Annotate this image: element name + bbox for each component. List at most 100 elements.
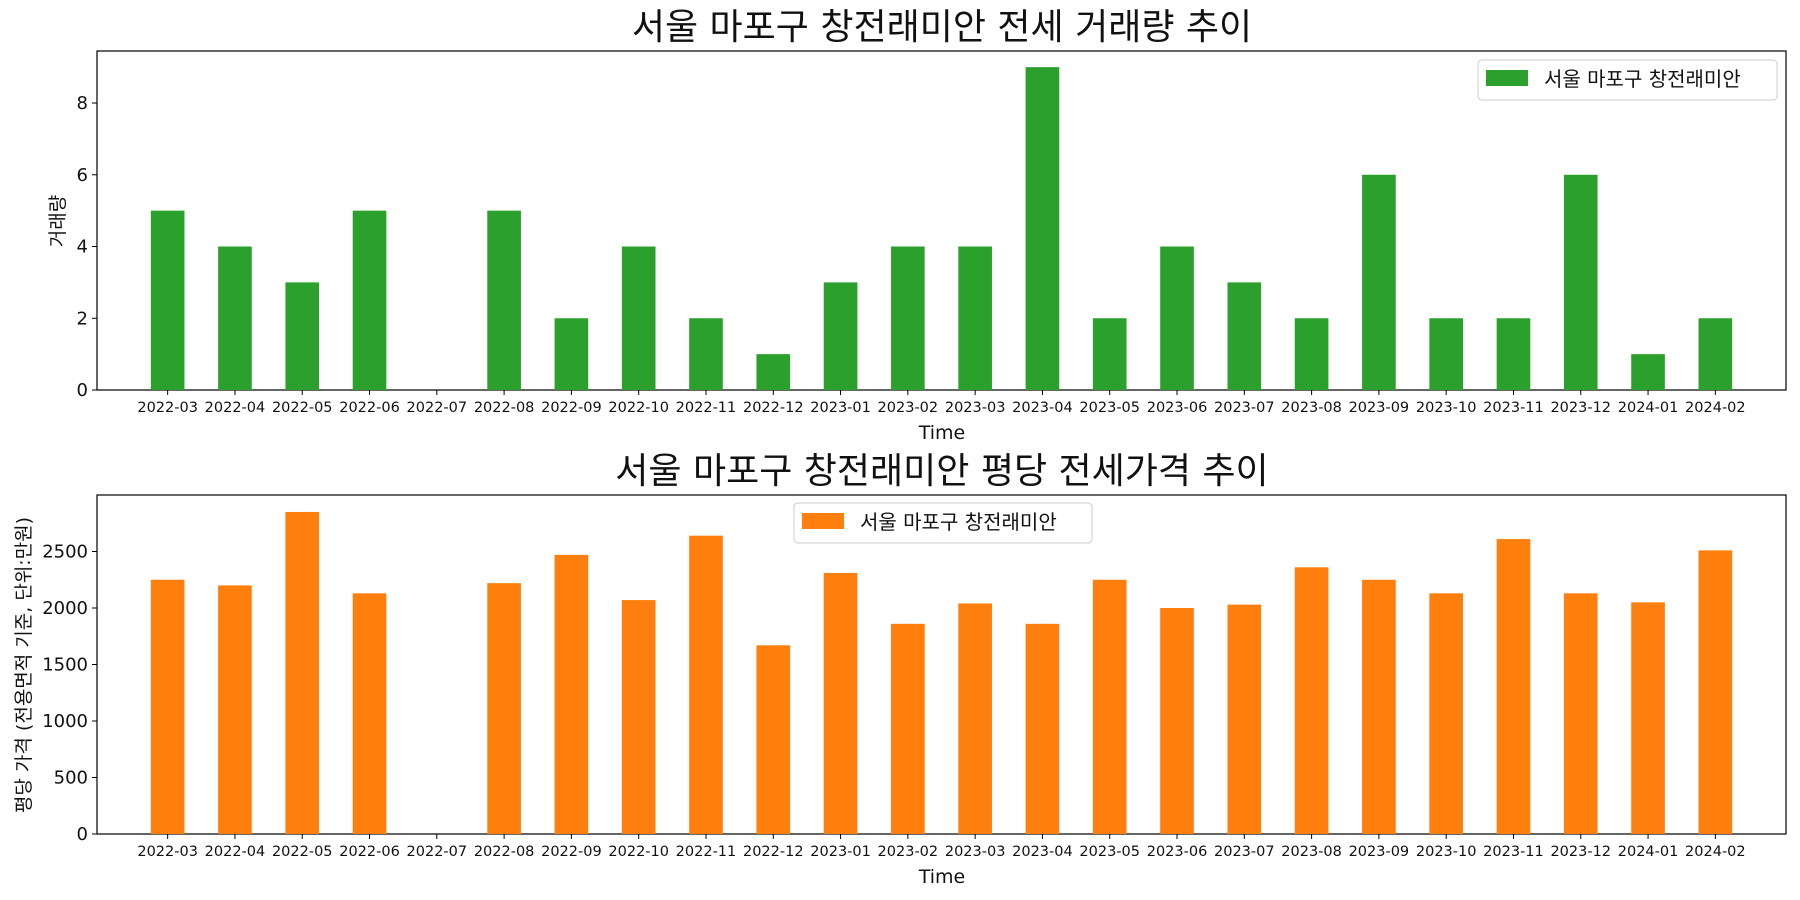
volume-x-tick-label: 2022-03 (137, 400, 198, 416)
price-x-tick-label: 2023-07 (1214, 844, 1275, 860)
volume-x-tick-label: 2023-02 (878, 400, 939, 416)
price-bars (150, 511, 1733, 834)
price-x-tick-label: 2022-05 (272, 844, 333, 860)
volume-x-tick-label: 2023-05 (1079, 400, 1140, 416)
volume-y-tick-label: 6 (77, 165, 88, 186)
price-legend-swatch (802, 513, 844, 529)
price-bar (1227, 604, 1262, 834)
price-chart-title: 서울 마포구 창전래미안 평당 전세가격 추이 (615, 451, 1268, 492)
price-y-tick-label: 500 (54, 768, 88, 789)
price-bar (689, 535, 723, 834)
price-x-tick-label: 2022-11 (676, 844, 737, 860)
price-x-tick-label: 2023-03 (945, 844, 1006, 860)
volume-bar (1025, 67, 1060, 391)
price-y-ticks: 0 500 1000 1500 2000 2500 (42, 542, 97, 845)
volume-bar (1631, 354, 1665, 390)
price-bar (352, 593, 387, 834)
volume-bar (150, 210, 185, 390)
price-bar (150, 579, 185, 834)
price-y-tick-label: 0 (77, 824, 88, 845)
volume-bar (554, 318, 589, 390)
price-x-tick-label: 2022-04 (205, 844, 266, 860)
volume-bar (487, 210, 521, 390)
volume-bar (285, 282, 320, 390)
volume-x-tick-label: 2022-10 (608, 400, 669, 416)
price-bar (621, 600, 656, 834)
volume-x-tick-label: 2023-01 (810, 400, 871, 416)
volume-x-tick-label: 2024-02 (1685, 400, 1746, 416)
price-bar (1563, 593, 1598, 834)
price-bar (487, 583, 521, 834)
volume-x-tick-label: 2022-05 (272, 400, 333, 416)
price-x-tick-label: 2023-11 (1483, 844, 1544, 860)
volume-legend-box (1477, 59, 1778, 101)
price-x-tick-label: 2022-06 (339, 844, 400, 860)
price-x-tick-label: 2022-09 (541, 844, 602, 860)
volume-bar (1092, 318, 1127, 390)
price-x-axis-label: Time (918, 866, 966, 888)
volume-bar (891, 246, 925, 390)
price-x-tick-label: 2023-01 (810, 844, 871, 860)
volume-x-tick-label: 2023-12 (1550, 400, 1611, 416)
price-bar (958, 603, 992, 834)
price-chart: 서울 마포구 창전래미안 평당 전세가격 추이 2022-03 2022-04 20… (13, 451, 1787, 888)
volume-x-tick-label: 2022-11 (676, 400, 737, 416)
volume-bar (1362, 174, 1396, 390)
price-x-tick-label: 2023-08 (1281, 844, 1342, 860)
volume-plot-area (96, 50, 1787, 391)
volume-bar (756, 354, 791, 390)
price-y-axis-label: 평당 가격 (전용면적 기준, 단위:만원) (13, 517, 35, 813)
volume-bar (689, 318, 723, 390)
price-x-tick-label: 2023-02 (878, 844, 939, 860)
price-x-tick-label: 2024-02 (1685, 844, 1746, 860)
price-bar (1025, 623, 1060, 834)
price-bar (554, 554, 589, 834)
volume-x-ticks: 2022-03 2022-04 2022-05 2022-06 2022-07 2022-… (137, 390, 1746, 416)
volume-x-tick-label: 2023-07 (1214, 400, 1275, 416)
price-legend-label: 서울 마포구 창전래미안 (860, 510, 1057, 534)
volume-x-tick-label: 2022-08 (474, 400, 535, 416)
price-x-tick-label: 2023-06 (1147, 844, 1208, 860)
price-x-tick-label: 2023-10 (1416, 844, 1477, 860)
volume-bar (1227, 282, 1262, 390)
volume-bar (1698, 318, 1733, 390)
price-x-tick-label: 2023-05 (1079, 844, 1140, 860)
price-bar (891, 623, 925, 834)
price-x-tick-label: 2024-01 (1618, 844, 1679, 860)
volume-bar (218, 246, 252, 390)
volume-x-tick-label: 2023-09 (1349, 400, 1410, 416)
volume-x-tick-label: 2023-11 (1483, 400, 1544, 416)
volume-y-tick-label: 0 (77, 380, 88, 401)
volume-bar (1294, 318, 1329, 390)
price-bar (1429, 593, 1464, 834)
volume-x-tick-label: 2022-12 (743, 400, 804, 416)
volume-x-axis-label: Time (918, 422, 966, 444)
price-x-tick-label: 2022-10 (608, 844, 669, 860)
price-x-tick-label: 2022-12 (743, 844, 804, 860)
volume-bar (1563, 174, 1598, 390)
price-plot-area (96, 494, 1787, 835)
volume-x-tick-label: 2022-07 (407, 400, 468, 416)
volume-bar (1496, 318, 1531, 390)
volume-x-tick-label: 2022-06 (339, 400, 400, 416)
volume-x-tick-label: 2023-03 (945, 400, 1006, 416)
volume-legend: 서울 마포구 창전래미안 (1477, 59, 1778, 101)
price-bar (1496, 539, 1531, 834)
volume-x-tick-label: 2023-04 (1012, 400, 1073, 416)
price-bar (1698, 550, 1733, 834)
price-x-tick-label: 2023-12 (1550, 844, 1611, 860)
price-y-tick-label: 2000 (42, 598, 88, 619)
volume-x-tick-label: 2022-09 (541, 400, 602, 416)
volume-y-tick-label: 8 (77, 93, 88, 114)
price-x-tick-label: 2022-08 (474, 844, 535, 860)
price-x-tick-label: 2022-03 (137, 844, 198, 860)
volume-x-tick-label: 2023-10 (1416, 400, 1477, 416)
price-bar (1092, 579, 1127, 834)
volume-bar (352, 210, 387, 390)
volume-x-tick-label: 2022-04 (205, 400, 266, 416)
price-y-tick-label: 1500 (42, 655, 88, 676)
price-bar (756, 645, 791, 834)
price-x-tick-label: 2022-07 (407, 844, 468, 860)
volume-chart-title: 서울 마포구 창전래미안 전세 거래량 추이 (632, 7, 1252, 48)
